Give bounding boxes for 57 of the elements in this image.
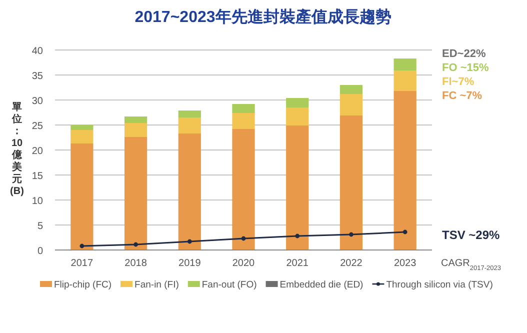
bar (178, 118, 201, 134)
legend-label: Flip-chip (FC) (54, 280, 112, 290)
bar (124, 137, 148, 250)
text: TSV ~29% (442, 228, 500, 242)
y-tick-label: 10 (32, 196, 44, 207)
bar (232, 113, 255, 129)
bar (394, 70, 416, 91)
bar (232, 104, 255, 113)
point (80, 244, 84, 248)
chart-title: 2017~2023年先進封裝產值成長趨勢 (134, 8, 392, 26)
x-tick-label: 2017 (70, 258, 94, 269)
text: FC ~7% (442, 90, 482, 102)
y-axis-title: 單位：10億美元(B) (10, 101, 24, 197)
point (187, 239, 192, 244)
bar (70, 130, 94, 144)
point (134, 242, 138, 247)
bar (394, 91, 416, 250)
bar (178, 134, 201, 250)
bar (232, 129, 255, 250)
text: FO ~15% (442, 62, 489, 74)
legend-label: Embedded die (ED) (280, 280, 364, 290)
y-tick-label: 40 (32, 46, 44, 57)
text: CAGR$_{2017-2023}$ (441, 258, 502, 272)
bar (124, 123, 148, 137)
bar (286, 126, 309, 250)
bar (178, 110, 201, 118)
text: FI~7% (442, 76, 474, 88)
y-tick-label: 35 (32, 71, 44, 82)
point (295, 234, 300, 238)
y-tick-label: 30 (32, 96, 44, 107)
bar (394, 58, 416, 70)
y-tick-label: 20 (32, 146, 44, 157)
x-tick-label: 2021 (286, 258, 309, 269)
x-tick-label: 2018 (124, 258, 148, 269)
x-tick-label: 2023 (394, 258, 417, 269)
bar (70, 144, 94, 250)
y-tick-label: 15 (32, 171, 44, 182)
bar (286, 108, 309, 126)
y-tick-label: 0 (37, 246, 44, 257)
bar (124, 116, 148, 123)
bar (340, 94, 363, 116)
legend-label: Fan-out (FO) (202, 280, 257, 290)
bar (70, 125, 94, 130)
point (241, 236, 246, 241)
x-tick-label: 2019 (178, 258, 202, 269)
bar (286, 98, 309, 108)
x-tick-label: 2020 (232, 258, 256, 269)
y-tick-label: 5 (37, 221, 44, 232)
bar (340, 116, 363, 250)
point (402, 230, 408, 234)
y-tick-label: 25 (32, 121, 44, 132)
x-tick-label: 2022 (340, 258, 363, 269)
point (349, 232, 354, 237)
legend-label: Fan-in (FI) (134, 280, 179, 290)
legend-label: Through silicon via (TSV) (386, 280, 493, 290)
bar (340, 85, 363, 94)
text: ED~22% (442, 48, 486, 60)
